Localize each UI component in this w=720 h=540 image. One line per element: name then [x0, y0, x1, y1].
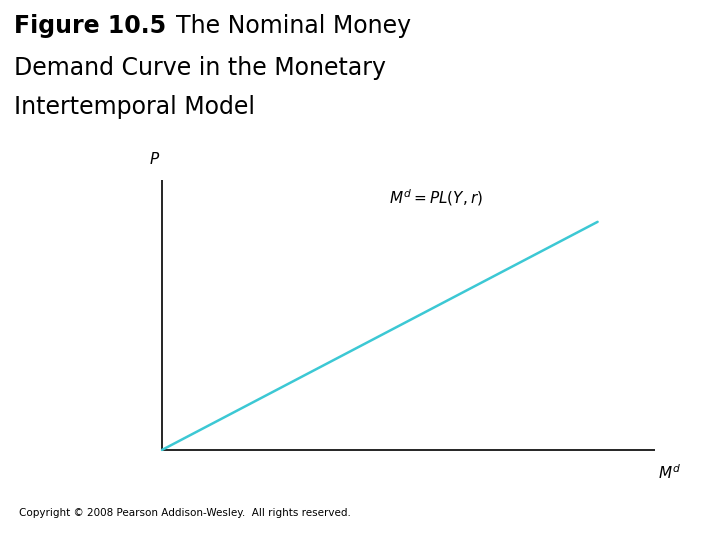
Text: Demand Curve in the Monetary: Demand Curve in the Monetary — [14, 56, 387, 80]
Text: $M^d = PL(Y, r)$: $M^d = PL(Y, r)$ — [389, 187, 482, 208]
Text: $M^d$: $M^d$ — [658, 464, 681, 482]
Text: The Nominal Money: The Nominal Money — [176, 14, 412, 38]
Text: Copyright © 2008 Pearson Addison-Wesley.  All rights reserved.: Copyright © 2008 Pearson Addison-Wesley.… — [19, 508, 351, 518]
Text: $P$: $P$ — [149, 151, 161, 166]
Text: 48: 48 — [660, 505, 690, 526]
Text: Intertemporal Model: Intertemporal Model — [14, 95, 256, 119]
Text: Figure 10.5: Figure 10.5 — [14, 14, 166, 38]
